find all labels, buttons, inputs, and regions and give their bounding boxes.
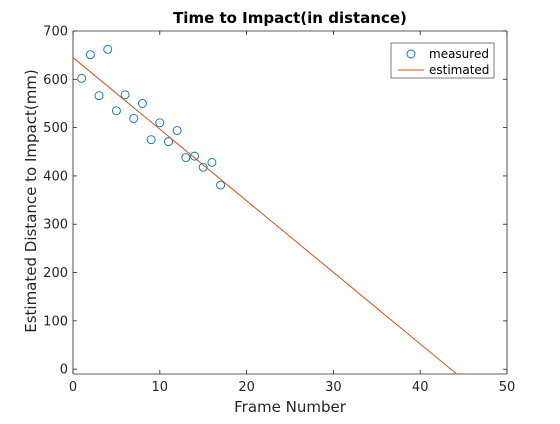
y-tick-label: 0 [60,363,68,378]
measured-point [181,153,191,163]
legend: measured estimated [390,42,495,79]
measured-point [216,180,226,190]
y-tick-label: 700 [43,25,68,40]
y-tick-label: 200 [43,266,68,281]
x-tick-label: 40 [412,380,429,395]
x-axis-label: Frame Number [234,398,347,416]
legend-box [390,42,495,79]
chart-title: Time to Impact(in distance) [173,9,407,27]
measured-point [155,118,165,128]
measured-point [94,91,104,101]
estimated-line [72,57,457,375]
x-tick-label: 0 [69,380,77,395]
y-axis-label: Estimated Distance to Impact(mm) [22,69,40,333]
measured-point [103,44,113,54]
measured-point [111,106,121,116]
series-layer [72,44,457,375]
measured-point [172,126,182,135]
measured-point [77,73,87,83]
plot-background [73,31,507,374]
measured-point [198,162,208,172]
x-tick-label: 10 [152,380,169,395]
legend-measured-marker [406,49,416,59]
measured-point [137,99,147,108]
x-axis-ticks: 0 10 20 30 40 50 [69,31,515,395]
legend-estimated-label: estimated [429,63,489,77]
measured-point [120,90,130,100]
measured-point [146,135,156,145]
measured-point [190,151,199,161]
y-tick-label: 300 [43,218,68,233]
y-axis-ticks: 0 100 200 300 400 500 600 700 [43,25,507,378]
y-tick-label: 600 [43,73,68,88]
measured-point [164,137,173,147]
y-tick-label: 500 [43,121,68,136]
x-tick-label: 20 [238,380,255,395]
y-tick-label: 100 [43,314,68,329]
measured-point [129,113,139,123]
y-tick-label: 400 [43,169,68,184]
measured-point [207,157,217,167]
legend-measured-label: measured [429,47,489,61]
plot-area [72,30,508,375]
x-tick-label: 50 [499,380,516,395]
measured-point [85,50,95,60]
x-tick-label: 30 [325,380,342,395]
